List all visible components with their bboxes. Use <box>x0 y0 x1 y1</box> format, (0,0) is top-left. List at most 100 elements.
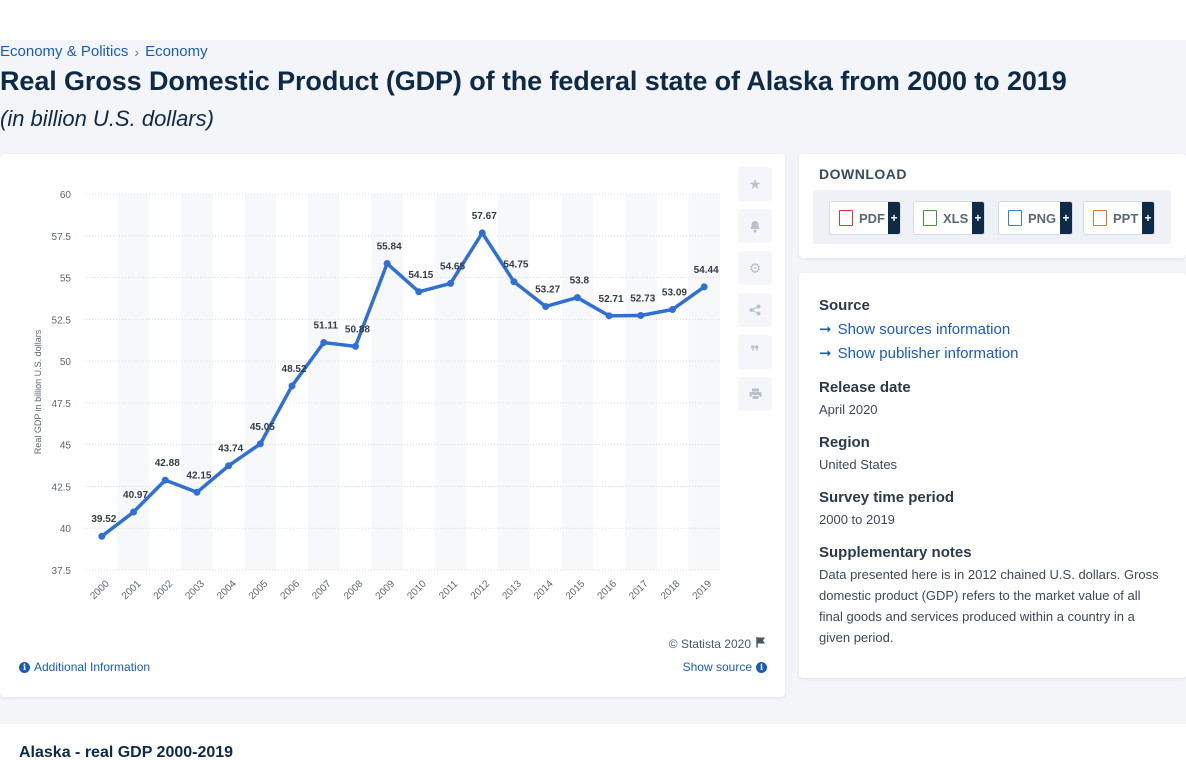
survey-period-value: 2000 to 2019 <box>819 512 895 527</box>
data-label: 54.65 <box>440 261 465 272</box>
plus-icon: + <box>1142 202 1154 234</box>
flag-icon[interactable] <box>755 636 767 651</box>
show-publisher-label: Show publisher information <box>837 344 1019 362</box>
copyright: © Statista 2020 <box>669 636 767 651</box>
x-tick-label: 2018 <box>659 578 683 602</box>
copyright-text: © Statista 2020 <box>668 636 751 651</box>
metadata-card: Source ➞ Show sources information ➞ Show… <box>799 273 1186 678</box>
download-xls-label: XLS <box>943 210 969 226</box>
column-band <box>307 194 340 570</box>
star-icon[interactable]: ★ <box>738 167 772 201</box>
bell-icon[interactable] <box>738 209 772 243</box>
data-point <box>161 476 169 484</box>
breadcrumb: Economy & Politics › Economy <box>0 43 208 60</box>
share-icon[interactable] <box>738 293 772 327</box>
breadcrumb-economy-politics[interactable]: Economy & Politics <box>0 43 129 60</box>
x-tick-label: 2017 <box>627 578 651 602</box>
data-label: 39.52 <box>91 514 116 525</box>
download-pdf-button[interactable]: PDF + <box>829 201 901 235</box>
data-point <box>288 382 296 390</box>
data-point <box>256 440 264 448</box>
column-band <box>624 194 657 570</box>
data-point <box>98 532 106 540</box>
gear-icon[interactable]: ⚙ <box>738 251 772 285</box>
x-tick-label: 2016 <box>596 578 620 602</box>
show-publisher-link[interactable]: ➞ Show publisher information <box>819 344 1019 363</box>
y-tick-label: 47.5 <box>52 399 72 410</box>
supplementary-notes-value: Data presented here is in 2012 chained U… <box>819 567 1159 645</box>
x-tick-label: 2001 <box>120 578 144 602</box>
column-band <box>117 194 150 570</box>
download-pdf-label: PDF <box>859 210 885 226</box>
x-tick-label: 2003 <box>183 578 207 602</box>
breadcrumb-economy[interactable]: Economy <box>145 43 208 60</box>
y-tick-label: 60 <box>60 190 72 201</box>
data-label: 54.15 <box>408 270 433 281</box>
chart: 37.5 40 42.5 45 47.5 50 52.5 55 57.5 60 Real GDP i… <box>33 190 720 602</box>
ppt-file-icon <box>1093 210 1107 226</box>
x-tick-label: 2013 <box>500 578 524 602</box>
data-label: 53.27 <box>535 284 560 295</box>
x-tick-label: 2008 <box>342 578 366 602</box>
bottom-title: Alaska - real GDP 2000-2019 <box>19 744 234 760</box>
data-label: 55.84 <box>377 242 402 253</box>
quote-icon[interactable]: ❞ <box>738 335 772 369</box>
show-sources-link[interactable]: ➞ Show sources information <box>819 320 1010 339</box>
show-source-link[interactable]: Show source i <box>683 660 767 674</box>
y-tick-label: 45 <box>60 441 72 452</box>
y-axis-label: Real GDP in billion U.S. dollars <box>33 329 43 454</box>
data-label: 57.67 <box>472 211 497 222</box>
column-band <box>498 194 530 570</box>
data-label: 53.8 <box>570 276 590 287</box>
data-label: 42.88 <box>155 458 180 469</box>
chart-card: 37.5 40 42.5 45 47.5 50 52.5 55 57.5 60 Real GDP i… <box>0 154 785 697</box>
download-card: DOWNLOAD PDF + XLS + PNG + PPT + <box>799 154 1186 258</box>
data-label: 54.44 <box>694 265 719 276</box>
x-tick-label: 2002 <box>152 578 176 602</box>
data-point <box>193 488 201 496</box>
download-ppt-button[interactable]: PPT + <box>1083 201 1155 235</box>
data-point <box>447 279 455 287</box>
y-tick-label: 57.5 <box>52 232 72 243</box>
data-label: 40.97 <box>123 490 148 501</box>
chart-toolbar: ★ ⚙ ❞ <box>738 167 772 419</box>
region-label: Region <box>819 434 870 451</box>
download-ppt-label: PPT <box>1113 210 1139 226</box>
y-tick-label: 55 <box>60 274 72 285</box>
data-label: 48.52 <box>282 364 307 375</box>
plus-icon: + <box>972 202 984 234</box>
chevron-right-icon: › <box>134 43 140 60</box>
column-band <box>688 194 720 570</box>
data-label: 45.05 <box>250 422 275 433</box>
data-label: 50.88 <box>345 324 370 335</box>
info-icon: i <box>19 661 30 673</box>
x-tick-label: 2010 <box>405 578 429 602</box>
arrow-right-icon: ➞ <box>819 345 832 362</box>
data-label: 52.73 <box>630 293 655 304</box>
data-label: 51.11 <box>314 321 339 332</box>
print-icon[interactable] <box>738 377 772 411</box>
x-tick-label: 2000 <box>88 578 112 602</box>
data-point <box>637 311 645 319</box>
page-subtitle: (in billion U.S. dollars) <box>0 106 214 131</box>
data-point <box>383 260 391 268</box>
download-png-button[interactable]: PNG + <box>998 201 1073 235</box>
supplementary-notes-label: Supplementary notes <box>819 544 972 561</box>
x-tick-label: 2015 <box>564 578 588 602</box>
data-point <box>510 278 518 286</box>
download-xls-button[interactable]: XLS + <box>913 201 985 235</box>
x-tick-label: 2012 <box>469 578 493 602</box>
column-band <box>181 194 213 570</box>
bottom-card <box>0 724 1186 760</box>
data-point <box>225 462 233 470</box>
y-tick-label: 40 <box>60 524 72 535</box>
additional-information-link[interactable]: i Additional Information <box>19 660 150 674</box>
data-label: 52.71 <box>599 294 624 305</box>
show-source-label: Show source <box>682 660 752 674</box>
pdf-file-icon <box>839 210 853 226</box>
x-tick-label: 2007 <box>310 578 334 602</box>
page-title: Real Gross Domestic Product (GDP) of the… <box>0 66 1067 96</box>
data-label: 54.75 <box>503 260 528 271</box>
column-band <box>371 194 403 570</box>
data-point <box>700 283 708 291</box>
